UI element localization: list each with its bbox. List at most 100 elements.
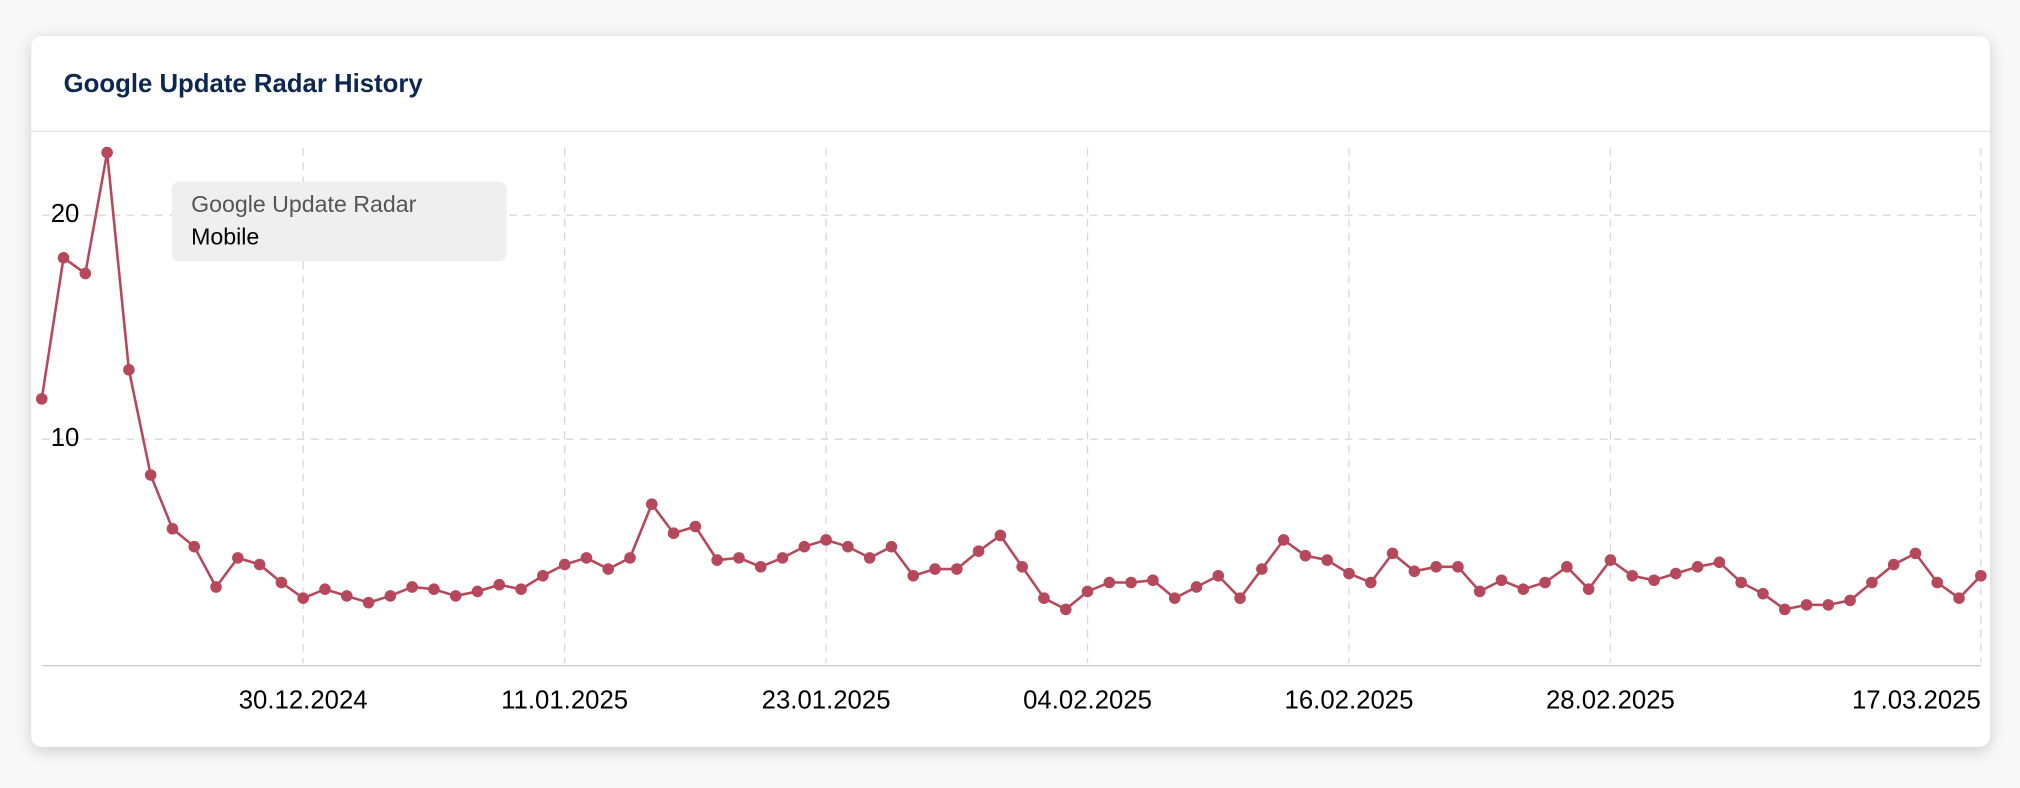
data-point [1909, 547, 1922, 560]
data-point [1887, 558, 1900, 571]
data-point [885, 540, 898, 553]
y-tick-label: 20 [51, 200, 80, 228]
data-point [1691, 561, 1704, 573]
data-point [428, 583, 440, 596]
data-point [1386, 547, 1399, 560]
x-tick-label: 28.02.2025 [1546, 687, 1675, 715]
data-point [1299, 549, 1312, 562]
data-point [602, 563, 615, 575]
data-point [1604, 554, 1617, 566]
data-point [951, 563, 963, 575]
data-point [1234, 592, 1246, 604]
data-point [994, 529, 1007, 542]
data-point [689, 520, 702, 533]
data-point [144, 469, 157, 481]
x-tick-label: 16.02.2025 [1285, 687, 1414, 715]
data-point [471, 585, 484, 598]
plot: 10 20 30.12.2024 11.01.2025 23.01.2025 04.02.… [35, 146, 1987, 715]
data-point [1059, 603, 1072, 616]
data-point [929, 563, 941, 575]
card [31, 36, 1990, 747]
data-point [907, 569, 920, 582]
data-point [1473, 585, 1486, 598]
data-point [384, 590, 397, 602]
data-point [406, 581, 418, 593]
data-point [537, 569, 549, 582]
data-point [1430, 561, 1442, 573]
data-point [232, 552, 244, 564]
data-point [1670, 567, 1682, 580]
data-point [580, 552, 593, 564]
data-point [1822, 599, 1835, 611]
data-point [210, 581, 222, 593]
data-point [1517, 583, 1530, 596]
legend-box [171, 181, 507, 262]
data-point [101, 146, 113, 159]
x-tick-label: 17.03.2025 [1852, 687, 1981, 715]
data-point [188, 540, 201, 553]
data-point [1190, 581, 1203, 593]
data-point [319, 583, 331, 596]
x-tick-label: 30.12.2024 [239, 687, 368, 715]
data-point [1016, 561, 1028, 573]
data-point [166, 522, 179, 535]
data-point [754, 561, 767, 573]
x-tick-label: 04.02.2025 [1023, 687, 1152, 715]
data-point [1103, 576, 1116, 589]
x-tick-label: 23.01.2025 [762, 687, 891, 715]
data-point [1713, 556, 1726, 569]
data-point [1800, 599, 1813, 611]
data-point [1408, 565, 1421, 578]
data-point [1648, 574, 1660, 587]
data-point [1343, 567, 1355, 580]
data-point [1778, 603, 1791, 616]
data-point [776, 552, 789, 564]
data-point [1735, 576, 1747, 589]
data-point [1866, 576, 1878, 589]
data-point [57, 252, 70, 264]
data-point [645, 498, 658, 510]
data-point [340, 590, 353, 602]
data-point [493, 578, 506, 591]
data-point [972, 545, 985, 557]
data-point [863, 552, 876, 564]
data-point [1212, 569, 1225, 582]
data-point [35, 393, 48, 405]
data-point [1256, 563, 1268, 575]
data-point [1953, 592, 1965, 604]
legend-title: Google Update Radar [191, 191, 417, 217]
data-point [1277, 534, 1290, 546]
data-point [1931, 576, 1944, 589]
data-point [667, 527, 680, 540]
data-point [1582, 583, 1595, 596]
x-tick-label: 11.01.2025 [501, 687, 628, 715]
data-point [275, 576, 288, 589]
data-point [79, 267, 92, 280]
data-point [1125, 576, 1137, 589]
data-point [1626, 569, 1639, 582]
data-point [1975, 569, 1987, 582]
data-point [123, 363, 135, 376]
data-point [842, 540, 854, 553]
data-point [1168, 592, 1181, 604]
data-point [1081, 585, 1094, 598]
data-point [558, 558, 571, 571]
data-point [1495, 574, 1508, 587]
data-point [711, 554, 723, 566]
legend-label: Mobile [191, 223, 259, 249]
data-point [1844, 594, 1856, 607]
y-tick-label: 10 [51, 424, 80, 452]
data-point [1539, 576, 1551, 589]
data-point [253, 558, 266, 571]
data-point [362, 596, 375, 609]
data-point [1452, 561, 1464, 573]
data-point [297, 592, 309, 604]
data-point [449, 590, 462, 602]
data-point [820, 534, 832, 546]
data-point [798, 540, 811, 553]
data-point [1364, 576, 1377, 589]
data-point [1147, 574, 1159, 587]
data-point [733, 552, 745, 564]
